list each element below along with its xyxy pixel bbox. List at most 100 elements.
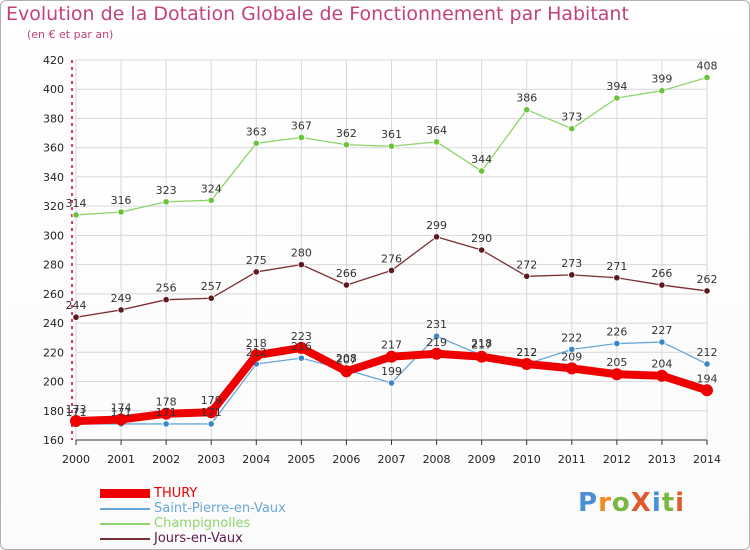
data-point — [523, 272, 531, 280]
data-point — [387, 379, 396, 387]
data-point — [430, 347, 443, 360]
legend-swatch — [100, 522, 150, 525]
data-point — [610, 368, 623, 381]
data-label: 299 — [426, 219, 447, 232]
data-point — [658, 281, 666, 289]
data-point — [207, 196, 215, 204]
data-point — [568, 271, 576, 279]
data-point — [387, 266, 396, 275]
data-point — [658, 87, 666, 95]
data-label: 344 — [471, 153, 492, 166]
data-point — [475, 350, 488, 363]
data-point — [295, 341, 308, 354]
data-point — [160, 407, 173, 420]
data-label: 316 — [111, 194, 132, 207]
logo-letter: P — [578, 488, 599, 518]
data-label: 227 — [651, 324, 672, 337]
data-label: 367 — [291, 119, 312, 132]
data-label: 280 — [291, 247, 312, 260]
data-point — [115, 413, 128, 426]
x-tick-label: 2007 — [378, 453, 406, 466]
data-label: 364 — [426, 124, 447, 137]
x-tick-label: 2001 — [107, 453, 135, 466]
legend-swatch — [100, 507, 150, 510]
chart-subtitle: (en € et par an) — [27, 28, 114, 41]
data-point — [655, 369, 668, 382]
data-point — [478, 246, 486, 254]
data-label: 266 — [336, 267, 357, 280]
y-tick-label: 300 — [43, 229, 64, 242]
data-point — [297, 133, 305, 142]
data-label: 212 — [516, 346, 537, 359]
data-label: 249 — [111, 292, 132, 305]
logo-letter: X — [630, 488, 652, 518]
y-tick-label: 260 — [43, 288, 64, 301]
data-label: 408 — [697, 60, 718, 73]
legend-item: THURY — [100, 486, 286, 501]
data-label: 212 — [697, 346, 718, 359]
data-label: 174 — [111, 402, 132, 415]
data-label: 323 — [156, 184, 177, 197]
data-point — [658, 338, 666, 346]
x-tick-label: 2004 — [242, 453, 270, 466]
data-label: 212 — [246, 346, 267, 359]
y-tick-label: 420 — [43, 54, 64, 67]
data-point — [432, 138, 441, 146]
data-label: 217 — [471, 339, 492, 352]
data-point — [613, 274, 621, 282]
x-tick-label: 2013 — [648, 453, 676, 466]
x-tick-label: 2002 — [152, 453, 180, 466]
data-label: 273 — [561, 257, 582, 270]
data-label: 179 — [201, 394, 222, 407]
x-tick-label: 2008 — [423, 453, 451, 466]
data-label: 290 — [471, 232, 492, 245]
data-point — [72, 313, 80, 321]
data-point — [297, 261, 305, 269]
chart-title: Evolution de la Dotation Globale de Fonc… — [6, 3, 629, 25]
x-tick-label: 2011 — [558, 453, 586, 466]
data-point — [432, 233, 441, 241]
data-label: 373 — [561, 111, 582, 124]
x-tick-label: 2006 — [332, 453, 360, 466]
data-point — [207, 420, 215, 428]
data-label: 256 — [156, 282, 177, 295]
data-label: 218 — [246, 337, 267, 350]
x-tick-label: 2000 — [62, 453, 90, 466]
data-label: 217 — [381, 339, 402, 352]
legend-label: Saint-Pierre-en-Vaux — [154, 501, 286, 516]
y-tick-label: 240 — [43, 317, 64, 330]
data-point — [568, 345, 576, 353]
data-point — [520, 358, 533, 370]
data-point — [250, 349, 263, 362]
data-label: 171 — [111, 406, 132, 419]
data-point — [478, 167, 486, 175]
y-tick-label: 340 — [43, 171, 64, 184]
y-tick-label: 360 — [43, 142, 64, 155]
data-label: 208 — [336, 352, 357, 365]
legend-label: Champignolles — [154, 516, 251, 531]
data-label: 272 — [516, 258, 537, 271]
logo-letter: t — [661, 488, 676, 518]
data-label: 386 — [516, 92, 537, 105]
data-label: 275 — [246, 254, 267, 267]
data-point — [162, 198, 170, 206]
data-label: 218 — [471, 337, 492, 350]
logo-letter: r — [598, 488, 612, 518]
logo-letter: i — [675, 488, 686, 518]
data-point — [117, 208, 125, 216]
data-label: 399 — [651, 73, 672, 86]
x-tick-label: 2005 — [287, 453, 315, 466]
data-point — [342, 281, 351, 289]
proxiti-logo: ProXiti — [578, 488, 685, 518]
data-label: 244 — [66, 299, 87, 312]
legend-item: Champignolles — [100, 516, 286, 531]
data-point — [340, 365, 353, 378]
y-tick-label: 200 — [43, 376, 64, 389]
x-tick-label: 2014 — [693, 453, 721, 466]
legend-swatch — [100, 537, 150, 540]
x-tick-label: 2003 — [197, 453, 225, 466]
y-tick-label: 380 — [43, 112, 64, 125]
y-tick-label: 400 — [43, 83, 64, 96]
data-label: 257 — [201, 280, 222, 293]
data-label: 204 — [651, 358, 672, 371]
